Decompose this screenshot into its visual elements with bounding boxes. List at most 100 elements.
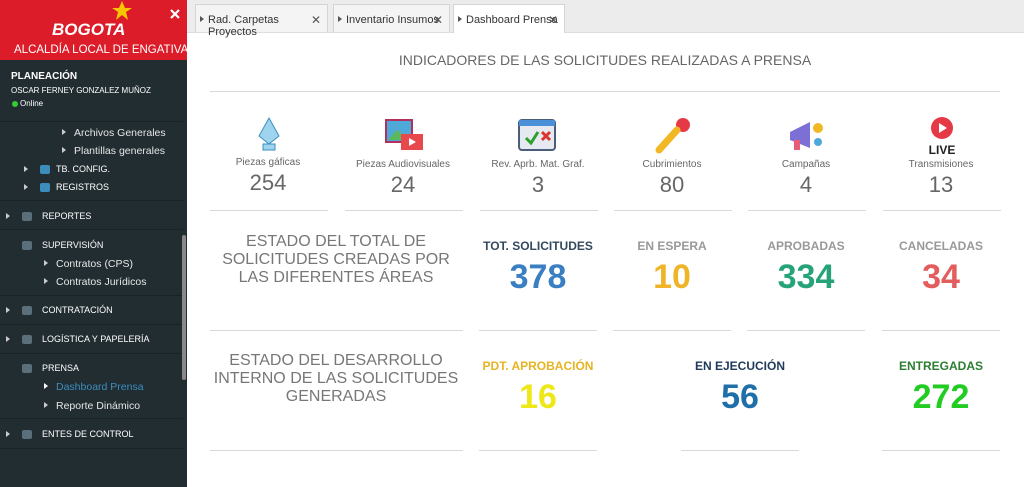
menu-item[interactable]: ENTES DE CONTROL	[42, 429, 134, 439]
stat-value: 34	[922, 258, 960, 296]
menu-item[interactable]: LOGÍSTICA Y PAPELERÍA	[42, 334, 150, 344]
separator	[0, 324, 183, 325]
divider	[479, 330, 597, 331]
menu-item[interactable]: Archivos Generales	[74, 127, 166, 139]
icon-megaphone	[790, 122, 823, 150]
tab-label: Rad. Carpetas Proyectos	[208, 14, 279, 38]
menu-item[interactable]: Contratos Jurídicos	[56, 276, 147, 288]
tab-label: Inventario Insumos	[346, 14, 439, 26]
divider	[882, 450, 1000, 451]
arrow	[6, 213, 10, 219]
arrow	[24, 184, 28, 190]
stat-value: 56	[721, 378, 759, 416]
indicator-value: 4	[799, 172, 813, 197]
menu-item[interactable]: REGISTROS	[56, 182, 110, 192]
tab[interactable]: Inventario Insumos ✕	[333, 4, 450, 32]
separator	[0, 229, 183, 230]
tab[interactable]: Rad. Carpetas Proyectos ✕	[195, 4, 328, 38]
menu-item[interactable]: REPORTES	[42, 211, 92, 221]
indicator-label: Piezas Audiovisuales	[356, 159, 450, 170]
user-name: OSCAR FERNEY GONZALEZ MUÑOZ	[11, 86, 151, 95]
arrow	[44, 260, 48, 266]
divider	[883, 210, 1001, 211]
scrollbar[interactable]	[182, 235, 186, 380]
stat-value: 272	[912, 378, 970, 416]
stat-label: ENTREGADAS	[898, 359, 983, 373]
separator	[0, 295, 183, 296]
stat-label: PDT. APROBACIÓN	[482, 359, 594, 373]
divider	[210, 210, 328, 211]
stat-label: APROBADAS	[767, 239, 845, 253]
indicator-label: Rev. Aprb. Mat. Graf.	[491, 159, 585, 170]
logo-star	[112, 1, 132, 20]
divider	[210, 91, 1000, 92]
org-name: ALCALDÍA LOCAL DE ENGATIVA	[14, 44, 189, 56]
icon	[22, 364, 32, 373]
menu-item[interactable]: TB. CONFIG.	[56, 164, 110, 174]
section-heading: ESTADO DEL TOTAL DE SOLICITUDES CREADAS …	[222, 233, 450, 286]
indicator-value: 254	[249, 170, 287, 195]
icon-live: LIVE	[929, 117, 955, 157]
menu-item[interactable]: SUPERVISIÓN	[42, 240, 104, 250]
separator	[0, 448, 183, 449]
status-dot	[12, 101, 18, 107]
divider	[479, 450, 597, 451]
icon-pen	[258, 116, 280, 151]
icon-review	[518, 119, 556, 151]
menu-item[interactable]: PRENSA	[42, 363, 80, 373]
divider	[210, 330, 463, 331]
stat-label: CANCELADAS	[899, 239, 983, 253]
divider	[210, 450, 463, 451]
menu-item[interactable]: CONTRATACIÓN	[42, 305, 113, 315]
icon	[22, 241, 32, 250]
indicator-label: Piezas gáficas	[235, 157, 301, 168]
icon	[40, 183, 50, 192]
divider	[747, 330, 865, 331]
divider	[681, 450, 799, 451]
arrow	[24, 166, 28, 172]
separator	[0, 353, 183, 354]
close-sidebar[interactable]	[169, 8, 181, 20]
indicator-value: 24	[390, 172, 416, 197]
arrow	[6, 307, 10, 313]
tab-active[interactable]: Dashboard Prensa ✕	[453, 4, 565, 33]
user-area: PLANEACIÓN	[11, 71, 78, 82]
divider	[882, 330, 1000, 331]
arrow	[44, 402, 48, 408]
user-status: Online	[20, 99, 44, 108]
dashboard-title: INDICADORES DE LAS SOLICITUDES REALIZADA…	[398, 52, 812, 68]
indicator-value: 3	[531, 172, 545, 197]
arrow	[62, 147, 66, 153]
arrow	[44, 383, 48, 389]
arrow	[62, 129, 66, 135]
tab-bar: Rad. Carpetas Proyectos ✕ Inventario Insu…	[187, 0, 1024, 38]
divider	[614, 210, 732, 211]
divider	[345, 210, 463, 211]
stat-value: 378	[509, 258, 567, 296]
indicator-label: Campañas	[781, 159, 831, 170]
stat-label: EN ESPERA	[637, 239, 707, 253]
icon	[22, 335, 32, 344]
separator	[0, 121, 183, 122]
icon	[22, 306, 32, 315]
menu-item-active[interactable]: Dashboard Prensa	[56, 381, 144, 393]
icon	[22, 430, 32, 439]
divider	[613, 330, 731, 331]
menu-item[interactable]: Plantillas generales	[74, 145, 166, 157]
icon	[22, 212, 32, 221]
indicator-label: Transmisiones	[908, 159, 974, 170]
tab-label: Dashboard Prensa	[466, 14, 558, 26]
indicator-label: Cubrimientos	[642, 159, 702, 170]
stat-label: TOT. SOLICITUDES	[483, 239, 593, 253]
menu-item[interactable]: Reporte Dinámico	[56, 400, 141, 412]
stat-value: 16	[519, 378, 557, 416]
logo: BOGOTA	[52, 20, 126, 39]
arrow	[6, 431, 10, 437]
brand: BOGOTA ALCALDÍA LOCAL DE ENGATIVA	[0, 0, 189, 60]
section-heading: ESTADO DEL DESARROLLO INTERNO DE LAS SOL…	[213, 352, 459, 405]
menu-item[interactable]: Contratos (CPS)	[56, 258, 134, 270]
icon	[40, 165, 50, 174]
divider	[748, 210, 866, 211]
icon-media	[385, 119, 423, 150]
indicator-value: 80	[659, 172, 685, 197]
